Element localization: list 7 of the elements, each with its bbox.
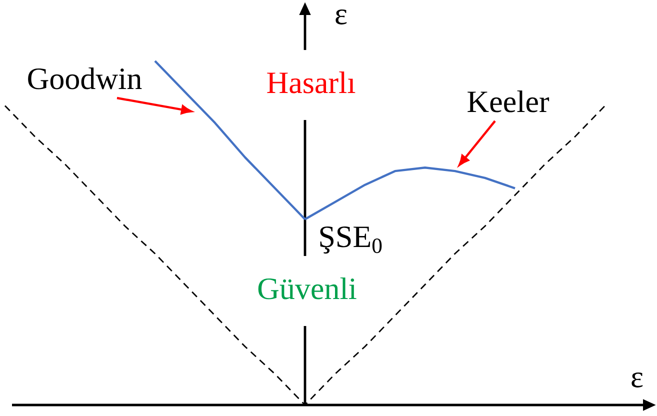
annotation: Hasarlı	[267, 71, 356, 94]
annotation: Güvenli	[258, 277, 356, 300]
annotation: ŞSE$_{0}$	[320, 226, 382, 254]
x-axis-title: ε	[632, 372, 643, 388]
series-label: Keeler	[468, 90, 550, 112]
series-label: Goodwin	[28, 67, 142, 90]
y-axis-title: ε	[336, 10, 347, 24]
